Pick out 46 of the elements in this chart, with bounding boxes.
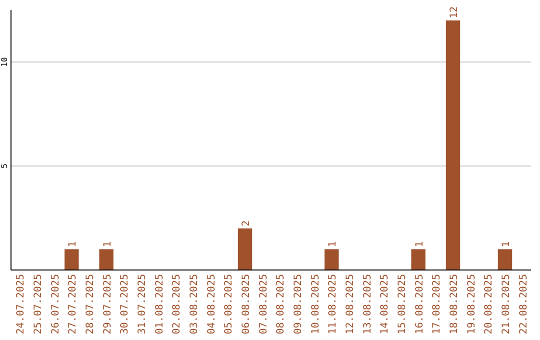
x-tick-label: 15.08.2025 xyxy=(397,274,408,334)
bar xyxy=(446,20,460,270)
x-tick-label: 10.08.2025 xyxy=(310,274,322,334)
x-tick-label: 17.08.2025 xyxy=(432,274,443,334)
x-tick-label: 22.08.2025 xyxy=(518,274,530,334)
data-label: 2 xyxy=(241,220,252,226)
x-tick-label: 03.08.2025 xyxy=(189,274,200,334)
x-tick-label: 26.07.2025 xyxy=(50,274,62,334)
bar xyxy=(99,249,114,270)
x-tick-label: 25.07.2025 xyxy=(33,274,44,334)
data-label: 1 xyxy=(102,241,114,248)
x-tick-label: 12.08.2025 xyxy=(345,274,356,334)
bar xyxy=(411,249,426,270)
x-tick-label: 24.07.2025 xyxy=(16,274,27,334)
x-tick-label: 04.08.2025 xyxy=(206,274,218,334)
x-tick-label: 29.07.2025 xyxy=(102,274,114,334)
x-tick-label: 14.08.2025 xyxy=(380,274,391,334)
x-tick-label: 13.08.2025 xyxy=(362,274,374,334)
x-tick-label: 08.08.2025 xyxy=(276,274,287,334)
y-tick-label: 10 xyxy=(0,57,9,67)
bar xyxy=(238,228,252,270)
data-label: 1 xyxy=(328,241,339,248)
x-tick-label: 19.08.2025 xyxy=(466,274,478,334)
x-tick-label: 06.08.2025 xyxy=(241,274,252,334)
x-tick-label: 18.08.2025 xyxy=(449,274,460,334)
data-label: 1 xyxy=(501,241,512,248)
y-tick-label: 5 xyxy=(0,163,9,168)
bar xyxy=(324,249,339,270)
data-label: 12 xyxy=(449,6,460,18)
data-label: 1 xyxy=(68,241,79,248)
x-tick-label: 31.07.2025 xyxy=(137,274,148,334)
x-tick-label: 05.08.2025 xyxy=(224,274,235,334)
x-tick-label: 28.07.2025 xyxy=(85,274,96,334)
x-tick-label: 20.08.2025 xyxy=(484,274,495,334)
x-tick-label: 07.08.2025 xyxy=(258,274,270,334)
data-label: 1 xyxy=(414,241,426,248)
x-tick-label: 02.08.2025 xyxy=(172,274,183,334)
x-tick-label: 09.08.2025 xyxy=(293,274,304,334)
x-tick-label: 16.08.2025 xyxy=(414,274,426,334)
x-tick-label: 11.08.2025 xyxy=(328,274,339,334)
bar xyxy=(498,249,512,270)
x-tick-label: 01.08.2025 xyxy=(154,274,166,334)
x-tick-label: 30.07.2025 xyxy=(120,274,131,334)
x-tick-label: 27.07.2025 xyxy=(68,274,79,334)
x-tick-label: 21.08.2025 xyxy=(501,274,512,334)
bar xyxy=(64,249,79,270)
